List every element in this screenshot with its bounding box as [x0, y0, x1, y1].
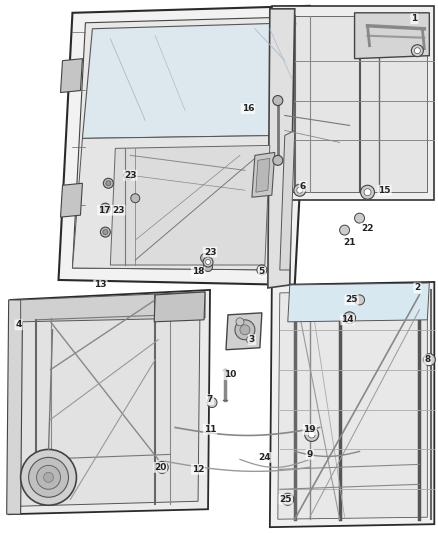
Circle shape: [343, 312, 356, 324]
Text: 15: 15: [378, 185, 391, 195]
Text: 2: 2: [414, 284, 420, 293]
Circle shape: [364, 189, 371, 196]
Text: 3: 3: [249, 335, 255, 344]
Polygon shape: [72, 17, 300, 270]
Text: 20: 20: [154, 463, 166, 472]
Text: 14: 14: [341, 316, 354, 324]
Polygon shape: [82, 23, 296, 139]
Circle shape: [159, 464, 165, 470]
Circle shape: [259, 268, 265, 272]
Circle shape: [294, 184, 306, 196]
Text: 12: 12: [192, 465, 204, 474]
Circle shape: [201, 254, 209, 263]
Polygon shape: [252, 152, 275, 197]
Circle shape: [247, 336, 254, 343]
Circle shape: [411, 45, 424, 56]
Text: 13: 13: [94, 280, 106, 289]
Circle shape: [28, 457, 68, 497]
Circle shape: [21, 449, 77, 505]
Polygon shape: [355, 13, 429, 59]
Polygon shape: [256, 158, 270, 192]
Circle shape: [360, 185, 374, 199]
Circle shape: [100, 227, 110, 237]
Circle shape: [273, 95, 283, 106]
Text: 19: 19: [304, 425, 316, 434]
Polygon shape: [19, 300, 200, 506]
Circle shape: [424, 354, 435, 366]
Circle shape: [103, 206, 108, 211]
Polygon shape: [21, 292, 205, 322]
Polygon shape: [270, 282, 434, 527]
Polygon shape: [280, 131, 295, 270]
Circle shape: [156, 462, 168, 473]
Polygon shape: [9, 290, 210, 514]
Polygon shape: [226, 313, 262, 350]
Circle shape: [355, 295, 364, 305]
Circle shape: [43, 472, 53, 482]
Circle shape: [204, 263, 212, 271]
Polygon shape: [7, 300, 23, 514]
Polygon shape: [268, 9, 295, 288]
Text: 1: 1: [411, 14, 417, 23]
Polygon shape: [60, 183, 82, 217]
Polygon shape: [60, 59, 82, 93]
Circle shape: [355, 213, 364, 223]
Circle shape: [346, 315, 353, 321]
Text: 10: 10: [224, 370, 236, 379]
Circle shape: [285, 496, 291, 502]
Circle shape: [37, 465, 60, 489]
Circle shape: [131, 193, 140, 203]
Circle shape: [240, 325, 250, 335]
Text: 21: 21: [343, 238, 356, 247]
Circle shape: [308, 431, 315, 438]
Circle shape: [414, 47, 420, 54]
Text: 18: 18: [192, 268, 204, 277]
Text: 22: 22: [361, 224, 374, 232]
Polygon shape: [110, 146, 270, 265]
Circle shape: [236, 318, 244, 326]
Circle shape: [257, 265, 267, 275]
Text: 8: 8: [424, 355, 431, 364]
Circle shape: [282, 493, 294, 505]
Text: 16: 16: [242, 104, 254, 113]
Text: 23: 23: [204, 247, 216, 256]
Circle shape: [297, 187, 303, 193]
Text: 25: 25: [345, 295, 358, 304]
Circle shape: [100, 203, 110, 213]
Text: 24: 24: [258, 453, 271, 462]
Text: 7: 7: [207, 395, 213, 404]
Polygon shape: [288, 283, 429, 322]
Text: 9: 9: [307, 450, 313, 459]
Circle shape: [205, 260, 211, 264]
Text: 4: 4: [15, 320, 22, 329]
Circle shape: [207, 398, 217, 408]
Circle shape: [124, 171, 133, 180]
Polygon shape: [72, 135, 285, 270]
Text: 5: 5: [259, 268, 265, 277]
Circle shape: [103, 178, 113, 188]
Text: 17: 17: [98, 206, 111, 215]
Polygon shape: [272, 6, 434, 200]
Circle shape: [235, 320, 255, 340]
Circle shape: [273, 155, 283, 165]
Circle shape: [203, 257, 213, 267]
Polygon shape: [59, 6, 310, 285]
Polygon shape: [280, 16, 427, 192]
Text: 11: 11: [204, 425, 216, 434]
Text: 6: 6: [300, 182, 306, 191]
Text: 23: 23: [124, 171, 137, 180]
Polygon shape: [154, 292, 205, 322]
Circle shape: [305, 427, 319, 441]
Circle shape: [103, 230, 108, 235]
Text: 25: 25: [279, 495, 292, 504]
Text: 23: 23: [112, 206, 124, 215]
Polygon shape: [278, 290, 427, 519]
Circle shape: [339, 225, 350, 235]
Circle shape: [106, 181, 111, 186]
